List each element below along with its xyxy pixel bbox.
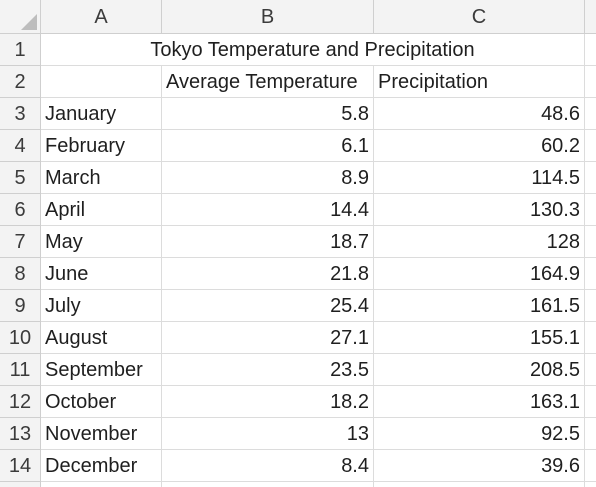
cell-d5[interactable] [585,162,596,194]
grid-line [161,482,162,487]
cell-a5[interactable]: March [41,162,162,194]
row-header-9[interactable]: 9 [0,290,41,322]
cell-d14[interactable] [585,450,596,482]
grid-line [584,482,585,487]
cell-b9[interactable]: 25.4 [162,290,374,322]
cell-d2[interactable] [585,66,596,98]
cell-b5[interactable]: 8.9 [162,162,374,194]
row-header-2[interactable]: 2 [0,66,41,98]
cell-b11[interactable]: 23.5 [162,354,374,386]
cell-a14[interactable]: December [41,450,162,482]
cell-d8[interactable] [585,258,596,290]
row-header-4[interactable]: 4 [0,130,41,162]
cell-a3[interactable]: January [41,98,162,130]
cell-d4[interactable] [585,130,596,162]
cell-a13[interactable]: November [41,418,162,450]
cell-a6[interactable]: April [41,194,162,226]
row-header-7[interactable]: 7 [0,226,41,258]
row-header-3[interactable]: 3 [0,98,41,130]
cell-b6[interactable]: 14.4 [162,194,374,226]
cell-b4[interactable]: 6.1 [162,130,374,162]
row-header-11[interactable]: 11 [0,354,41,386]
cell-b7[interactable]: 18.7 [162,226,374,258]
cell-c5[interactable]: 114.5 [374,162,585,194]
cell-d7[interactable] [585,226,596,258]
row-header-6[interactable]: 6 [0,194,41,226]
cell-b3[interactable]: 5.8 [162,98,374,130]
cell-c9[interactable]: 161.5 [374,290,585,322]
cell-c12[interactable]: 163.1 [374,386,585,418]
cell-c3[interactable]: 48.6 [374,98,585,130]
select-all-triangle-icon [21,14,37,30]
grid-line [373,482,374,487]
cell-b10[interactable]: 27.1 [162,322,374,354]
cell-c6[interactable]: 130.3 [374,194,585,226]
cell-b2-header[interactable]: Average Temperature [162,66,374,98]
title-cell[interactable]: Tokyo Temperature and Precipitation [41,34,585,66]
cell-b8[interactable]: 21.8 [162,258,374,290]
cell-d9[interactable] [585,290,596,322]
cell-d13[interactable] [585,418,596,450]
cell-d6[interactable] [585,194,596,226]
row-header-14[interactable]: 14 [0,450,41,482]
cell-c2-header[interactable]: Precipitation [374,66,585,98]
row-header-1[interactable]: 1 [0,34,41,66]
cell-d11[interactable] [585,354,596,386]
cell-a8[interactable]: June [41,258,162,290]
cell-c7[interactable]: 128 [374,226,585,258]
cell-a4[interactable]: February [41,130,162,162]
cell-a11[interactable]: September [41,354,162,386]
cell-b14[interactable]: 8.4 [162,450,374,482]
cell-a12[interactable]: October [41,386,162,418]
column-header-a[interactable]: A [41,0,162,34]
column-header-c[interactable]: C [374,0,585,34]
column-header-d-partial[interactable] [585,0,596,34]
partial-row-15 [0,482,596,487]
cell-d12[interactable] [585,386,596,418]
row-header-5[interactable]: 5 [0,162,41,194]
row-header-13[interactable]: 13 [0,418,41,450]
row-header-10[interactable]: 10 [0,322,41,354]
cell-c14[interactable]: 39.6 [374,450,585,482]
cell-a10[interactable]: August [41,322,162,354]
cell-d10[interactable] [585,322,596,354]
cell-c11[interactable]: 208.5 [374,354,585,386]
cell-d3[interactable] [585,98,596,130]
cell-d1[interactable] [585,34,596,66]
select-all-corner[interactable] [0,0,41,34]
row-header-15-partial[interactable] [0,482,41,487]
cell-b12[interactable]: 18.2 [162,386,374,418]
row-header-12[interactable]: 12 [0,386,41,418]
cell-b13[interactable]: 13 [162,418,374,450]
cell-c4[interactable]: 60.2 [374,130,585,162]
cell-c10[interactable]: 155.1 [374,322,585,354]
cell-c8[interactable]: 164.9 [374,258,585,290]
cell-a9[interactable]: July [41,290,162,322]
cell-a7[interactable]: May [41,226,162,258]
row-header-8[interactable]: 8 [0,258,41,290]
column-header-b[interactable]: B [162,0,374,34]
cell-c13[interactable]: 92.5 [374,418,585,450]
cell-a2[interactable] [41,66,162,98]
